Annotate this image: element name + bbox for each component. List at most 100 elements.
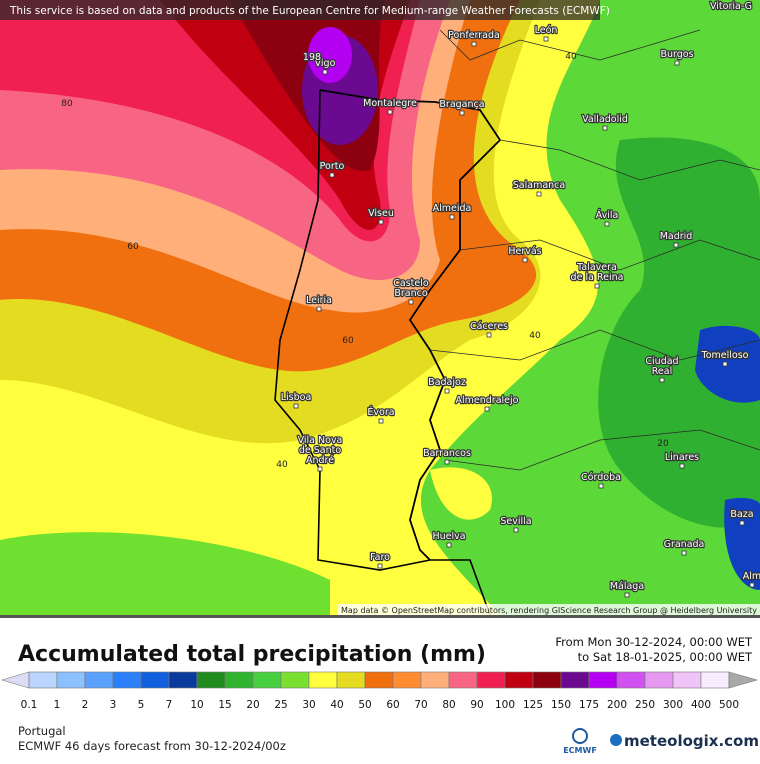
city-dot: [387, 109, 393, 115]
city-label: Barrancos: [423, 448, 471, 459]
city-label: Viseu: [368, 208, 394, 219]
contour-label: 40: [529, 331, 541, 341]
city-dot: [484, 406, 490, 412]
legend-label: 2: [82, 699, 89, 711]
legend-label: 25: [274, 699, 287, 711]
legend-label: 10: [190, 699, 203, 711]
city-label: Madrid: [660, 231, 693, 242]
banner: This service is based on data and produc…: [9, 5, 610, 17]
city-label: Talavera de la Reina: [571, 262, 624, 283]
color-box: [196, 671, 226, 689]
city-line: Vila Nova: [298, 435, 343, 446]
contour-label: 40: [565, 52, 577, 62]
city-line: Ponferrada: [448, 30, 500, 41]
city-dot: [444, 459, 450, 465]
city-dot: [659, 377, 665, 383]
color-box: [252, 671, 282, 689]
city-line: Talavera: [576, 262, 617, 273]
city-dot: [739, 520, 745, 526]
city-line: Ciudad: [645, 356, 678, 367]
city-label: Bragança: [439, 99, 484, 110]
color-box: [224, 671, 254, 689]
contour-label: 80: [61, 99, 73, 109]
color-box: [112, 671, 142, 689]
city-dot: [604, 221, 610, 227]
ecmwf-icon: [572, 728, 588, 744]
legend-label: 20: [246, 699, 259, 711]
legend-label: 70: [414, 699, 427, 711]
city-label: Málaga: [610, 581, 644, 592]
color-box: [364, 671, 394, 689]
legend-title: Accumulated total precipitation (mm): [18, 642, 486, 667]
legend-label: 100: [495, 699, 515, 711]
city-label: Córdoba: [581, 472, 621, 483]
meteologix-logo[interactable]: meteologix.com: [624, 732, 759, 750]
city-line: Granada: [664, 539, 705, 550]
city-dot: [543, 36, 549, 42]
city-line: de Santo: [299, 445, 341, 456]
city-line: Faro: [370, 552, 390, 563]
city-label: Almeida: [433, 203, 472, 214]
region: Portugal: [18, 724, 66, 738]
city-line: Alm: [743, 571, 760, 582]
city-line: Burgos: [660, 49, 693, 60]
legend-label: 200: [607, 699, 627, 711]
color-box: [140, 671, 170, 689]
city-label: Ávila: [596, 209, 619, 221]
city-label: Ponferrada: [448, 30, 500, 41]
city-dot: [377, 563, 383, 569]
city-line: Viseu: [368, 208, 394, 219]
city-line: Montalegre: [363, 98, 417, 109]
city-dot: [449, 214, 455, 220]
city-label: Cáceres: [470, 321, 508, 332]
city-line: Sevilla: [500, 516, 531, 527]
city-label: Valladolid: [582, 114, 628, 125]
city-label: Alm: [743, 571, 760, 582]
legend-label: 3: [110, 699, 117, 711]
city-dot: [316, 306, 322, 312]
attribution: Map data © OpenStreetMap contributors, r…: [341, 606, 757, 615]
city-dot: [293, 403, 299, 409]
contour-label: 20: [657, 439, 669, 449]
color-box: [280, 671, 310, 689]
city-dot: [486, 332, 492, 338]
city-line: Real: [652, 366, 672, 377]
color-box: [532, 671, 562, 689]
city-dot: [378, 219, 384, 225]
city-dot: [594, 283, 600, 289]
city-line: Bragança: [439, 99, 484, 110]
legend-label: 90: [470, 699, 483, 711]
legend-label: 175: [579, 699, 599, 711]
city-line: Almeida: [433, 203, 472, 214]
contour-label: 40: [276, 460, 288, 470]
city-line: Vigo: [315, 58, 336, 69]
city-dot: [522, 257, 528, 263]
city-label: Castelo Branco: [393, 278, 429, 299]
city-label: Huelva: [432, 531, 465, 542]
contour-labels: 198 80 60 40 60 40 40 20: [61, 51, 669, 470]
city-label: Linares: [665, 452, 699, 463]
city-line: Tomelloso: [701, 350, 749, 361]
ecmwf-logo[interactable]: ECMWF: [563, 746, 597, 755]
city-dot: [602, 125, 608, 131]
color-box: [308, 671, 338, 689]
legend-label: 40: [330, 699, 343, 711]
city-line: Salamanca: [513, 180, 565, 191]
contour-label: 60: [127, 242, 139, 252]
city-label: Ciudad Real: [645, 356, 678, 377]
city-line: Almendralejo: [456, 395, 519, 406]
city-line: Barrancos: [423, 448, 471, 459]
color-box: [392, 671, 422, 689]
legend-label: 60: [386, 699, 399, 711]
city-line: Badajoz: [428, 377, 466, 388]
city-line: Lisboa: [281, 392, 312, 403]
city-line: Córdoba: [581, 472, 621, 483]
city-label: León: [535, 25, 558, 36]
city-line: Leiria: [306, 295, 332, 306]
legend-label: 500: [719, 699, 739, 711]
city-line: Porto: [320, 161, 345, 172]
color-box: [476, 671, 506, 689]
city-dot: [749, 582, 755, 588]
city-line: Castelo: [393, 278, 429, 289]
